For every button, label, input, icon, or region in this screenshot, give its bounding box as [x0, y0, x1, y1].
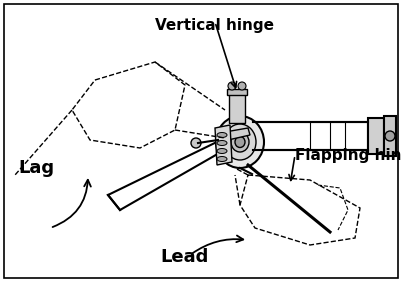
Ellipse shape: [215, 116, 263, 168]
Polygon shape: [383, 116, 395, 156]
Polygon shape: [225, 128, 249, 140]
Circle shape: [190, 138, 200, 148]
Ellipse shape: [248, 122, 256, 150]
Circle shape: [227, 82, 235, 90]
Bar: [252, 122, 367, 150]
Bar: [229, 93, 244, 123]
Text: Lag: Lag: [18, 159, 54, 177]
Text: Lead: Lead: [160, 248, 209, 266]
Ellipse shape: [223, 124, 255, 160]
Ellipse shape: [217, 133, 227, 138]
Text: Flapping hinge: Flapping hinge: [294, 148, 401, 163]
Bar: [227, 89, 246, 95]
Ellipse shape: [231, 132, 248, 152]
FancyArrowPatch shape: [192, 235, 243, 254]
Polygon shape: [108, 138, 227, 210]
FancyArrowPatch shape: [53, 180, 91, 227]
Bar: [367, 118, 383, 154]
Ellipse shape: [217, 157, 227, 162]
Circle shape: [237, 82, 245, 90]
Text: Vertical hinge: Vertical hinge: [155, 18, 274, 33]
Ellipse shape: [217, 140, 227, 146]
Polygon shape: [215, 125, 231, 165]
Ellipse shape: [217, 149, 227, 153]
Circle shape: [384, 131, 394, 141]
Ellipse shape: [235, 136, 244, 147]
